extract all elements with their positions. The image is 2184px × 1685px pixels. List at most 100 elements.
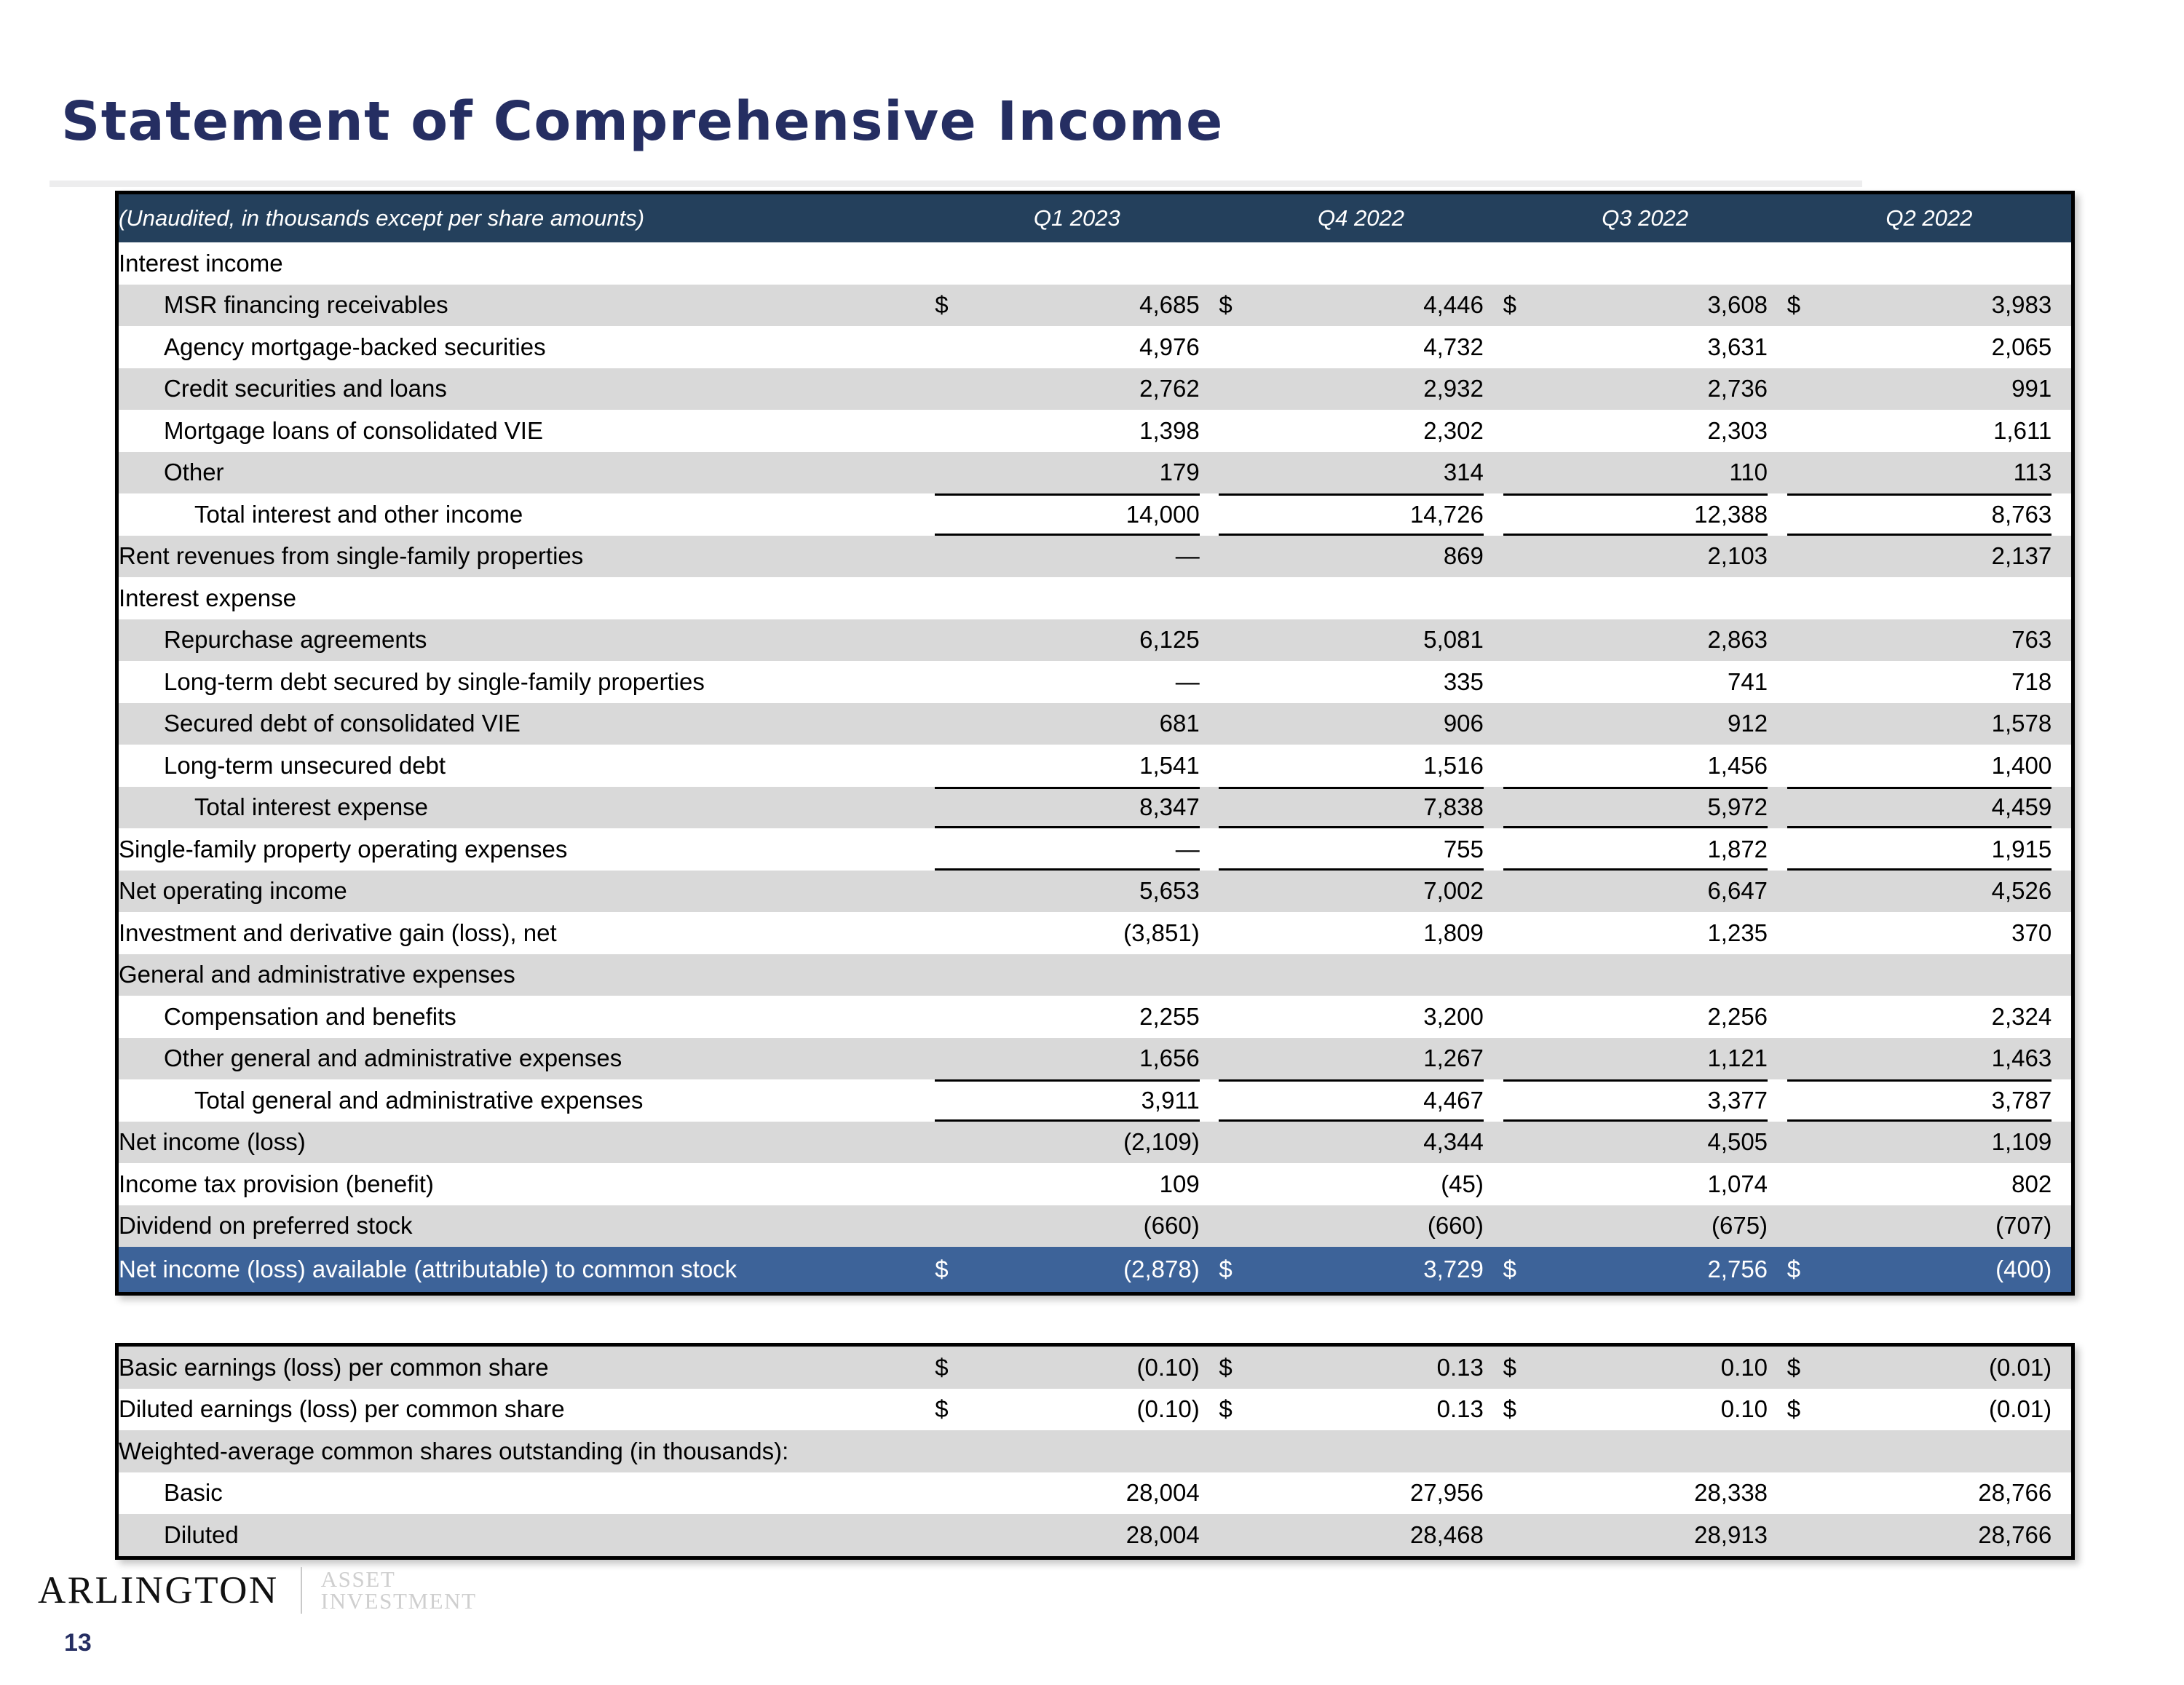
- upper-pad-20-2: [1768, 1079, 1787, 1122]
- upper-value-10-2: 741: [1556, 661, 1768, 703]
- upper-row-label-15: Net operating income: [119, 870, 935, 912]
- header-caption: (Unaudited, in thousands except per shar…: [119, 194, 935, 242]
- lower-pad-0-2: [1768, 1347, 1787, 1389]
- upper-currency-17-2: [1503, 953, 1557, 996]
- upper-currency-7-3: [1787, 535, 1841, 577]
- upper-value-5-3: 113: [1840, 451, 2052, 493]
- upper-pad-14-0: [1199, 828, 1219, 871]
- upper-row-label-2: Agency mortgage-backed securities: [119, 326, 935, 368]
- per-share-table: Basic earnings (loss) per common share $(…: [119, 1347, 2071, 1556]
- upper-currency-16-1: [1219, 912, 1273, 954]
- upper-pad-4-1: [1483, 410, 1503, 452]
- upper-value-17-0: [989, 953, 1200, 996]
- upper-currency-14-2: [1503, 828, 1557, 871]
- upper-pad-8-2: [1768, 577, 1787, 619]
- upper-row-label-5: Other: [119, 451, 935, 493]
- upper-value-23-0: (660): [989, 1205, 1200, 1247]
- upper-currency-1-1: $: [1219, 284, 1273, 326]
- upper-currency-8-2: [1503, 577, 1557, 619]
- upper-pad-9-1: [1483, 619, 1503, 661]
- upper-pad-10-2: [1768, 661, 1787, 703]
- upper-row-label-19: Other general and administrative expense…: [119, 1037, 935, 1079]
- column-header-0: Q1 2023: [935, 194, 1219, 242]
- upper-currency-0-1: [1219, 242, 1273, 285]
- upper-pad-20-0: [1199, 1079, 1219, 1122]
- upper-pad-2-1: [1483, 326, 1503, 368]
- table-body-lower: Basic earnings (loss) per common share $(…: [119, 1347, 2071, 1556]
- upper-currency-6-1: [1219, 493, 1273, 536]
- lower-pad-2-3: [2052, 1430, 2071, 1472]
- upper-pad-19-0: [1199, 1037, 1219, 1079]
- lower-currency-2-3: [1787, 1430, 1841, 1472]
- upper-pad-21-0: [1199, 1121, 1219, 1163]
- upper-pad-21-1: [1483, 1121, 1503, 1163]
- upper-currency-6-3: [1787, 493, 1841, 536]
- table-row: Total general and administrative expense…: [119, 1079, 2071, 1122]
- upper-value-18-0: 2,255: [989, 996, 1200, 1038]
- upper-pad-15-3: [2052, 870, 2071, 912]
- upper-value-4-3: 1,611: [1840, 410, 2052, 452]
- upper-pad-22-3: [2052, 1163, 2071, 1205]
- upper-pad-11-2: [1768, 702, 1787, 745]
- upper-currency-15-2: [1503, 870, 1557, 912]
- upper-value-11-1: 906: [1273, 702, 1484, 745]
- upper-value-6-1: 14,726: [1273, 493, 1484, 536]
- income-statement-table-upper: (Unaudited, in thousands except per shar…: [115, 191, 2075, 1296]
- upper-currency-24-0: $: [935, 1247, 989, 1292]
- table-row: Secured debt of consolidated VIE 681 906 91…: [119, 702, 2071, 745]
- upper-pad-9-3: [2052, 619, 2071, 661]
- upper-currency-12-1: [1219, 745, 1273, 787]
- upper-currency-8-0: [935, 577, 989, 619]
- upper-pad-24-2: [1768, 1247, 1787, 1292]
- upper-value-14-0: —: [989, 828, 1200, 871]
- upper-value-16-3: 370: [1840, 912, 2052, 954]
- upper-currency-2-0: [935, 326, 989, 368]
- upper-value-7-1: 869: [1273, 535, 1484, 577]
- upper-value-11-0: 681: [989, 702, 1200, 745]
- upper-row-label-1: MSR financing receivables: [119, 284, 935, 326]
- upper-currency-10-1: [1219, 661, 1273, 703]
- table-row: Diluted 28,004 28,468 28,913 28,766: [119, 1514, 2071, 1556]
- table-row: Repurchase agreements 6,125 5,081 2,863 763: [119, 619, 2071, 661]
- upper-currency-7-0: [935, 535, 989, 577]
- upper-pad-8-3: [2052, 577, 2071, 619]
- upper-pad-10-0: [1199, 661, 1219, 703]
- upper-currency-10-2: [1503, 661, 1557, 703]
- upper-currency-5-3: [1787, 451, 1841, 493]
- upper-currency-20-3: [1787, 1079, 1841, 1122]
- lower-currency-4-2: [1503, 1514, 1557, 1556]
- upper-pad-19-1: [1483, 1037, 1503, 1079]
- upper-pad-2-2: [1768, 326, 1787, 368]
- lower-currency-0-1: $: [1219, 1347, 1273, 1389]
- upper-value-17-3: [1840, 953, 2052, 996]
- upper-currency-11-0: [935, 702, 989, 745]
- upper-currency-6-0: [935, 493, 989, 536]
- upper-currency-9-1: [1219, 619, 1273, 661]
- upper-currency-4-3: [1787, 410, 1841, 452]
- lower-value-3-1: 27,956: [1273, 1472, 1484, 1514]
- upper-value-20-3: 3,787: [1840, 1079, 2052, 1122]
- upper-row-label-4: Mortgage loans of consolidated VIE: [119, 410, 935, 452]
- upper-currency-19-1: [1219, 1037, 1273, 1079]
- upper-currency-22-0: [935, 1163, 989, 1205]
- upper-pad-2-3: [2052, 326, 2071, 368]
- upper-pad-17-2: [1768, 953, 1787, 996]
- upper-pad-3-2: [1768, 368, 1787, 410]
- upper-value-12-0: 1,541: [989, 745, 1200, 787]
- upper-row-label-7: Rent revenues from single-family propert…: [119, 535, 935, 577]
- upper-currency-8-1: [1219, 577, 1273, 619]
- upper-pad-0-2: [1768, 242, 1787, 285]
- upper-currency-5-1: [1219, 451, 1273, 493]
- upper-pad-17-0: [1199, 953, 1219, 996]
- upper-value-10-3: 718: [1840, 661, 2052, 703]
- upper-value-11-3: 1,578: [1840, 702, 2052, 745]
- upper-currency-24-1: $: [1219, 1247, 1273, 1292]
- upper-pad-7-1: [1483, 535, 1503, 577]
- upper-currency-18-3: [1787, 996, 1841, 1038]
- lower-pad-3-0: [1199, 1472, 1219, 1514]
- upper-value-10-0: —: [989, 661, 1200, 703]
- upper-value-15-1: 7,002: [1273, 870, 1484, 912]
- logo-wordmark: ARLINGTON: [38, 1569, 279, 1611]
- lower-value-1-3: (0.01): [1840, 1388, 2052, 1430]
- page-number: 13: [64, 1629, 92, 1657]
